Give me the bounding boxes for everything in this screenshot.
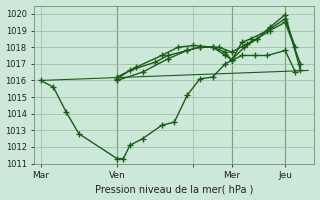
X-axis label: Pression niveau de la mer( hPa ): Pression niveau de la mer( hPa ) — [95, 184, 253, 194]
